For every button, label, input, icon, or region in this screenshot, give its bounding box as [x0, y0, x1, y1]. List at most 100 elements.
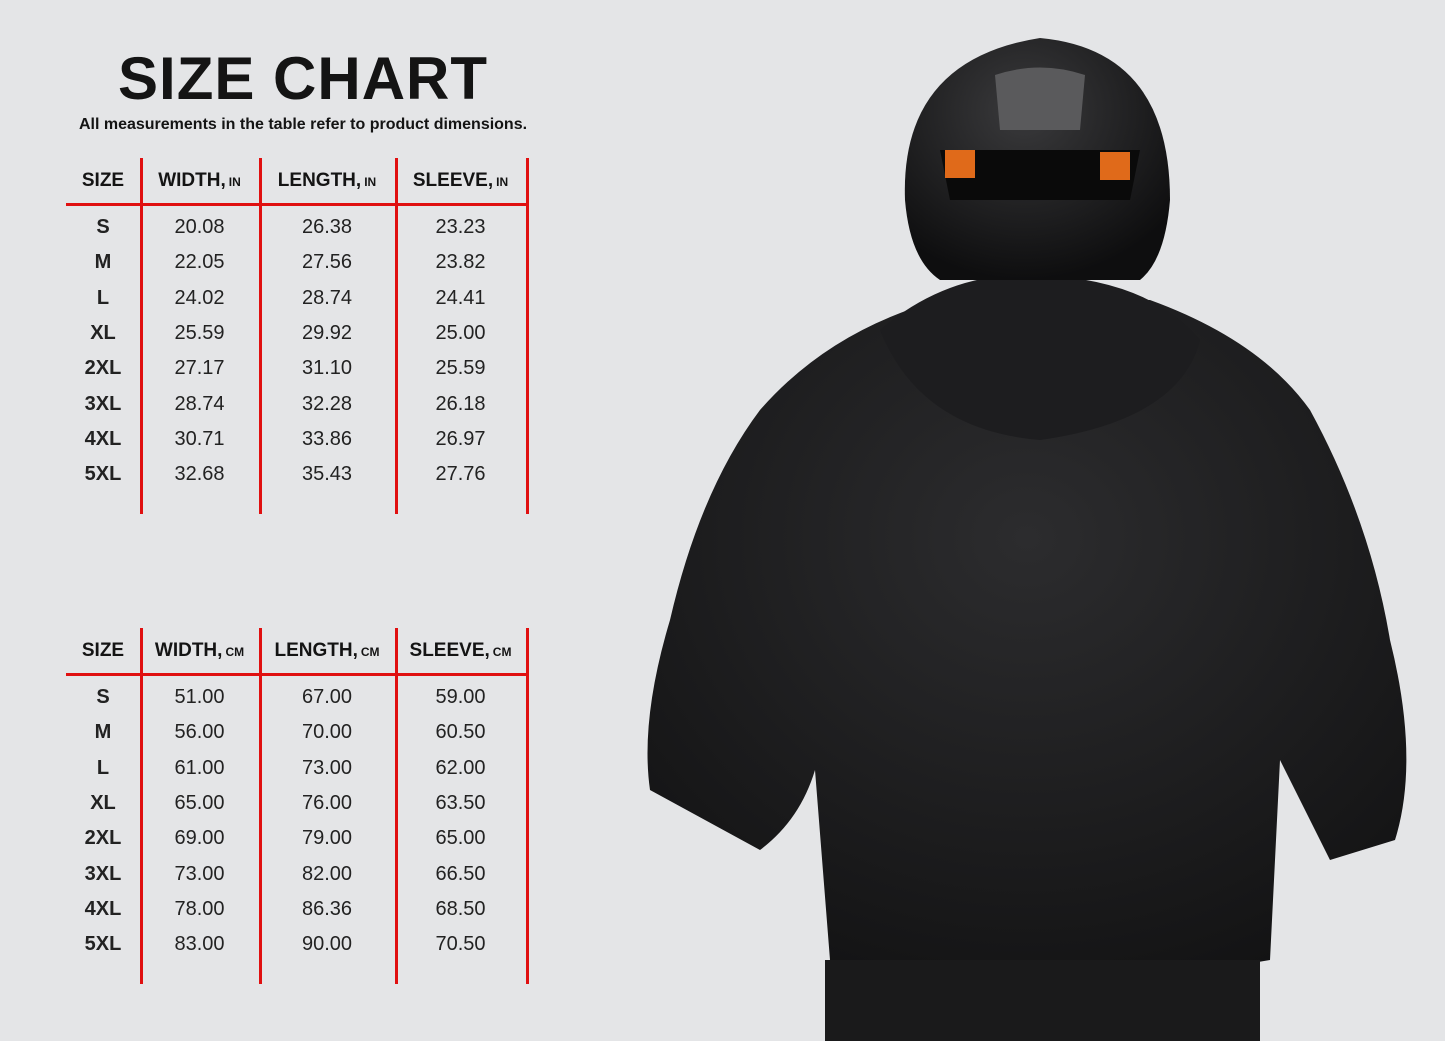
- column-header-label: LENGTH,: [277, 170, 362, 191]
- column-header: SLEEVE, IN: [395, 170, 526, 192]
- measurement-cell: 60.50: [435, 721, 486, 744]
- measurement-cell: 35.43: [301, 463, 353, 486]
- measurement-cell: 67.00: [301, 686, 353, 708]
- measurement-cell: 24.02: [174, 286, 225, 309]
- measurement-cell: 23.23: [435, 216, 486, 238]
- column-divider: [140, 628, 143, 984]
- size-label-cell: 4XL: [84, 427, 122, 450]
- measurement-cell: 73.00: [174, 862, 225, 885]
- measurement-cell: 25.00: [435, 321, 486, 344]
- measurement-cell: 22.05: [174, 251, 225, 274]
- measurement-cell: 63.50: [435, 791, 486, 814]
- model-photo: [647, 38, 1407, 1041]
- measurement-cell: 76.00: [301, 791, 353, 814]
- measurement-cell: 23.82: [435, 251, 486, 274]
- measurement-cell: 26.38: [301, 216, 353, 238]
- measurement-cell: 56.00: [174, 721, 225, 744]
- measurement-cell: 65.00: [435, 827, 486, 850]
- measurement-cell: 66.50: [435, 862, 486, 885]
- size-label-cell: S: [96, 216, 110, 238]
- size-label-cell: 4XL: [84, 897, 122, 920]
- header-divider: [66, 673, 528, 676]
- column-header: SLEEVE, CM: [395, 640, 526, 662]
- measurement-cell: 78.00: [174, 897, 225, 920]
- measurement-cell: 25.59: [174, 321, 225, 344]
- size-label-cell: XL: [90, 321, 116, 344]
- size-label-cell: 2XL: [84, 827, 122, 850]
- column-header-label: SIZE: [81, 640, 125, 661]
- measurement-cell: 26.97: [435, 427, 486, 450]
- size-label-cell: M: [94, 251, 112, 274]
- measurement-cell: 27.56: [301, 251, 353, 274]
- page-subtitle: All measurements in the table refer to p…: [78, 116, 528, 133]
- measurement-cell: 65.00: [174, 791, 225, 814]
- measurement-cell: 70.50: [435, 933, 486, 956]
- column-divider: [395, 628, 398, 984]
- column-header: WIDTH, CM: [140, 640, 259, 662]
- measurement-cell: 82.00: [301, 862, 353, 885]
- size-table-centimeters: SIZE WIDTH, CM LENGTH, CM SLEEVE, CM S 51.00 67.0…: [66, 628, 529, 984]
- measurement-cell: 62.00: [435, 756, 486, 779]
- column-divider: [526, 628, 529, 984]
- measurement-cell: 27.17: [174, 357, 225, 380]
- column-header: SIZE: [66, 640, 140, 662]
- helmet-light-left: [945, 150, 975, 178]
- size-label-cell: XL: [90, 791, 116, 814]
- column-header: WIDTH, IN: [140, 170, 259, 192]
- measurement-cell: 28.74: [174, 392, 225, 415]
- hood: [880, 274, 1200, 440]
- size-label-cell: L: [96, 756, 110, 779]
- measurement-cell: 33.86: [301, 427, 353, 450]
- measurement-cell: 25.59: [435, 357, 486, 380]
- column-divider: [259, 628, 262, 984]
- column-header-unit: CM: [360, 645, 380, 659]
- measurement-cell: 28.74: [301, 286, 353, 309]
- measurement-cell: 26.18: [435, 392, 486, 415]
- column-header: LENGTH, CM: [259, 640, 395, 662]
- column-divider: [526, 158, 529, 514]
- size-label-cell: M: [94, 721, 112, 744]
- column-header-label: WIDTH,: [158, 170, 226, 191]
- header-divider: [66, 203, 528, 206]
- measurement-cell: 86.36: [301, 897, 353, 920]
- column-header: LENGTH, IN: [259, 170, 395, 192]
- size-label-cell: L: [96, 286, 110, 309]
- measurement-cell: 30.71: [174, 427, 225, 450]
- size-label-cell: 3XL: [84, 862, 122, 885]
- measurement-cell: 59.00: [435, 686, 486, 708]
- helmet-light-right: [1100, 152, 1130, 180]
- measurement-cell: 20.08: [174, 216, 225, 238]
- size-label-cell: 3XL: [84, 392, 122, 415]
- size-label-cell: 5XL: [84, 463, 122, 486]
- column-header-unit: CM: [225, 645, 245, 659]
- measurement-cell: 32.68: [174, 463, 225, 486]
- column-header-unit: IN: [364, 175, 377, 189]
- measurement-cell: 79.00: [301, 827, 353, 850]
- measurement-cell: 24.41: [435, 286, 486, 309]
- measurement-cell: 69.00: [174, 827, 225, 850]
- measurement-cell: 83.00: [174, 933, 225, 956]
- column-header-unit: IN: [228, 175, 241, 189]
- column-divider: [395, 158, 398, 514]
- page-title: SIZE CHART: [118, 45, 488, 112]
- column-header-label: SIZE: [81, 170, 125, 191]
- measurement-cell: 90.00: [301, 933, 353, 956]
- pants: [825, 960, 1260, 1041]
- measurement-cell: 32.28: [301, 392, 353, 415]
- measurement-cell: 51.00: [174, 686, 225, 708]
- size-table-inches: SIZE WIDTH, IN LENGTH, IN SLEEVE, IN S 20.08 26.3…: [66, 158, 529, 514]
- size-label-cell: S: [96, 686, 110, 708]
- measurement-cell: 61.00: [174, 756, 225, 779]
- column-divider: [259, 158, 262, 514]
- measurement-cell: 29.92: [301, 321, 353, 344]
- measurement-cell: 27.76: [435, 463, 486, 486]
- measurement-cell: 73.00: [301, 756, 353, 779]
- column-header: SIZE: [66, 170, 140, 192]
- size-label-cell: 5XL: [84, 933, 122, 956]
- column-divider: [140, 158, 143, 514]
- size-label-cell: 2XL: [84, 357, 122, 380]
- column-header-label: SLEEVE,: [412, 170, 494, 191]
- column-header-label: WIDTH,: [154, 640, 223, 661]
- column-header-label: SLEEVE,: [409, 640, 490, 661]
- helmet-spoiler: [940, 150, 1140, 200]
